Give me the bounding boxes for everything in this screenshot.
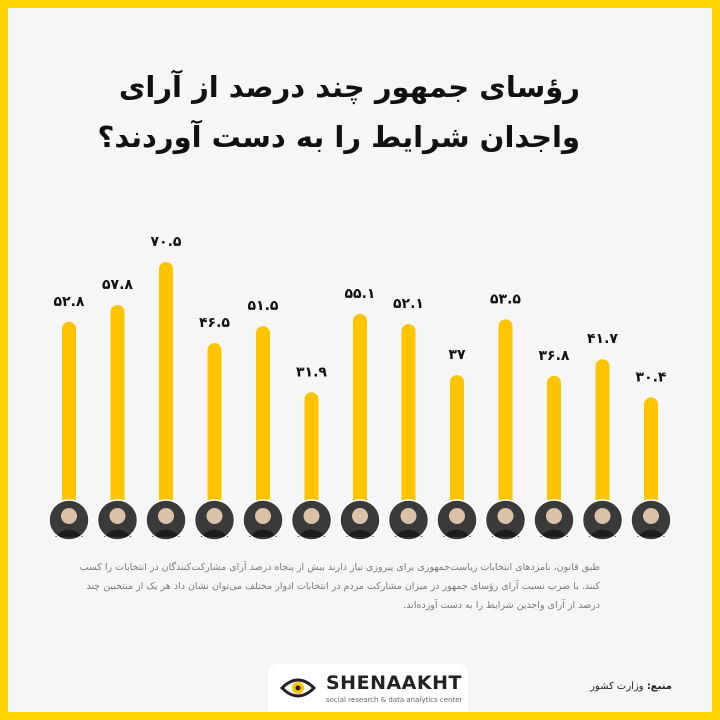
value-label-1: ۵۲.۸: [54, 294, 85, 310]
portrait-icon-12: [581, 499, 624, 541]
bar-10: [498, 319, 513, 520]
portrait-icon-2: [96, 499, 139, 541]
portrait-icon-7: [339, 499, 381, 541]
bar-7: [353, 313, 367, 520]
chart-description: طبق قانون، نامزدهای انتخابات ریاست‌جمهور…: [79, 562, 600, 611]
chart-title: رؤسای جمهور چند درصد از آرای واجدان شرای…: [40, 62, 580, 162]
brand-tagline: social research & data analytics center: [326, 696, 463, 704]
portrait-icon-13: [630, 499, 672, 541]
brand-name: SHENAAKHT: [326, 672, 462, 694]
portrait-icon-6: [290, 499, 333, 541]
source-value: وزارت کشور: [590, 681, 644, 692]
value-label-7: ۵۵.۱: [345, 286, 376, 302]
value-label-8: ۵۲.۱: [393, 296, 424, 312]
title-line-2: واجدان شرایط را به دست آوردند؟: [97, 120, 580, 154]
portrait-icon-5: [242, 499, 284, 541]
bar-5: [256, 326, 270, 520]
portrait-icon-3: [145, 499, 187, 541]
value-label-10: ۵۳.۵: [490, 291, 521, 307]
source-note: منبع: وزارت کشور: [590, 681, 672, 692]
bar-1: [62, 321, 76, 520]
value-label-12: ۴۱.۷: [587, 331, 618, 347]
portrait-icon-1: [48, 499, 90, 541]
value-label-3: ۷۰.۵: [151, 234, 182, 250]
bar-13: [644, 397, 658, 520]
bar-4: [207, 343, 222, 520]
source-label: منبع:: [646, 681, 672, 692]
bar-11: [547, 375, 561, 520]
title-line-1: رؤسای جمهور چند درصد از آرای: [118, 70, 580, 104]
bar-6: [304, 392, 319, 520]
brand-logo: SHENAAKHT social research & data analyti…: [268, 664, 468, 712]
bar-12: [595, 359, 610, 520]
eye-logo-icon: [279, 678, 317, 698]
value-label-2: ۵۷.۸: [102, 277, 133, 293]
value-label-4: ۴۶.۵: [199, 315, 230, 331]
portrait-icon-8: [387, 499, 430, 541]
value-label-9: ۳۷: [448, 347, 466, 363]
bar-8: [401, 324, 416, 520]
portrait-icon-4: [193, 499, 236, 541]
portrait-icon-11: [533, 499, 575, 541]
portrait-icon-10: [484, 499, 527, 541]
value-label-6: ۳۱.۹: [296, 364, 327, 380]
bar-3: [159, 262, 173, 520]
bar-9: [450, 375, 464, 520]
bar-2: [110, 304, 125, 520]
value-label-13: ۳۰.۴: [636, 369, 667, 385]
value-label-5: ۵۱.۵: [248, 298, 279, 314]
value-label-11: ۳۶.۸: [539, 348, 570, 364]
portrait-icon-9: [436, 499, 478, 541]
